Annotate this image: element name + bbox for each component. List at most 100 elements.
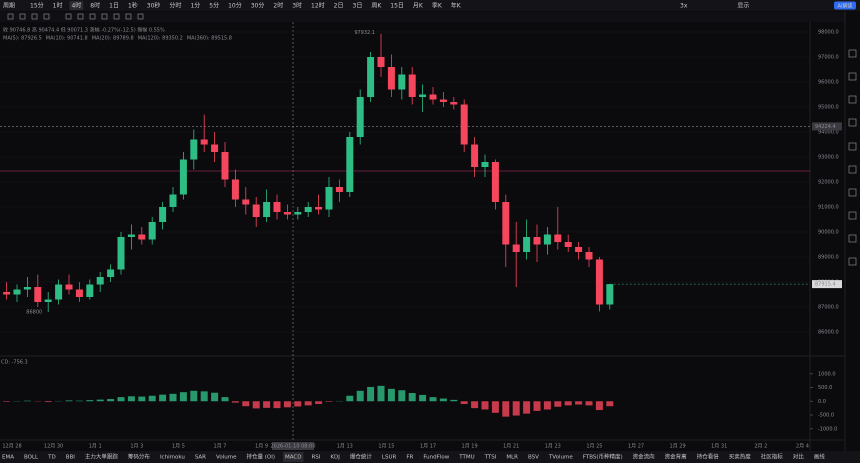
interval[interactable]: 1时 <box>53 2 63 10</box>
indicator-tab[interactable]: 对比 <box>793 453 805 461</box>
macd-bar <box>325 401 333 402</box>
menu[interactable]: 周期 <box>3 2 15 10</box>
indicator-tab[interactable]: EMA <box>2 455 14 461</box>
sidebar-icon[interactable] <box>848 165 857 174</box>
ma-label: MA(360): 89515.8 <box>187 36 232 42</box>
sidebar-icon[interactable] <box>848 118 857 127</box>
interval[interactable]: 5分 <box>209 2 219 10</box>
right-tool[interactable]: 3x <box>680 3 688 10</box>
indicator-tab[interactable]: RSI <box>311 455 320 461</box>
interval[interactable]: 3时 <box>292 2 302 10</box>
tool-icon[interactable] <box>125 13 132 20</box>
indicator-tab[interactable]: 资金流向 <box>633 453 655 461</box>
indicator-tab[interactable]: TVolume <box>548 455 573 461</box>
sidebar-icon[interactable] <box>848 95 857 104</box>
interval[interactable]: 季K <box>432 2 443 10</box>
tool-icon[interactable] <box>113 13 120 20</box>
sidebar-icon[interactable] <box>848 142 857 151</box>
macd-bar <box>398 390 406 402</box>
indicator-tab[interactable]: BBI <box>66 455 76 461</box>
interval[interactable]: 1秒 <box>128 2 138 10</box>
indicator-tab[interactable]: 筹码分布 <box>128 453 151 461</box>
ai-button-bg[interactable] <box>834 1 856 10</box>
x-tick-label: 1月 7 <box>214 444 227 450</box>
indicator-tab[interactable]: TTMU <box>458 455 474 461</box>
interval[interactable]: 15日 <box>390 3 404 10</box>
interval[interactable]: 4时 <box>71 2 81 10</box>
macd-tick-label: 0.0 <box>818 399 826 405</box>
indicator-tab[interactable]: KDJ <box>330 455 340 461</box>
sidebar-icon[interactable] <box>848 257 857 266</box>
interval[interactable]: 8时 <box>90 2 100 10</box>
interval[interactable]: 周K <box>371 3 382 10</box>
sidebar-icon[interactable] <box>848 234 857 243</box>
macd-bar <box>23 400 31 402</box>
indicator-tab[interactable]: MACD <box>285 455 302 461</box>
indicator-tab[interactable]: MLR <box>506 455 518 461</box>
interval[interactable]: 12时 <box>311 2 325 10</box>
macd-bar <box>523 401 531 414</box>
interval[interactable]: 30秒 <box>147 2 161 10</box>
indicator-tab[interactable]: 爆仓统计 <box>350 453 373 461</box>
tool-icon[interactable] <box>31 13 38 20</box>
interval[interactable]: 3日 <box>353 3 363 10</box>
tool-icon[interactable] <box>43 13 50 20</box>
indicator-tab[interactable]: LSUR <box>382 455 397 461</box>
interval[interactable]: 30分 <box>251 2 265 10</box>
indicator-tab[interactable]: TTSI <box>484 455 497 461</box>
indicator-tab[interactable]: 持仓量 (OI) <box>246 453 275 461</box>
indicator-tab[interactable]: 主力大单跟踪 <box>85 453 119 461</box>
macd-bar <box>491 401 499 413</box>
sidebar-icon[interactable] <box>848 49 857 58</box>
indicator-tab[interactable]: 持仓看倍 <box>697 453 720 461</box>
macd-bar <box>543 401 551 410</box>
macd-bar <box>86 400 94 402</box>
candle-body <box>179 159 187 195</box>
indicator-tab[interactable]: FR <box>406 455 413 461</box>
indicator-tab[interactable]: 画线 <box>814 453 826 461</box>
indicator-tab[interactable]: BOLL <box>24 455 39 461</box>
indicator-tab[interactable]: Ichimoku <box>160 455 185 461</box>
interval[interactable]: 1日 <box>109 3 119 10</box>
indicator-tab[interactable]: TD <box>47 455 56 461</box>
indicator-tab[interactable]: SAR <box>195 455 206 461</box>
candle-body <box>127 234 135 237</box>
interval[interactable]: 2时 <box>273 2 283 10</box>
tool-icon[interactable] <box>65 13 72 20</box>
macd-bar <box>252 401 260 409</box>
bottom-tabs-bg <box>0 451 860 463</box>
interval[interactable]: 2日 <box>334 3 344 10</box>
tool-icon[interactable] <box>89 13 96 20</box>
tool-icon[interactable] <box>7 13 14 20</box>
sidebar-icon[interactable] <box>848 188 857 197</box>
candle-body <box>273 202 281 212</box>
macd-bar <box>294 401 302 407</box>
interval[interactable]: 15分 <box>30 2 44 10</box>
interval[interactable]: 月K <box>413 3 424 10</box>
indicator-tab[interactable]: 买卖热度 <box>729 453 752 461</box>
candle-body <box>533 237 541 245</box>
tool-icon[interactable] <box>19 13 26 20</box>
ohlc-line: 收 90746.8 高 90474.4 低 90071.3 涨幅 -0.27%(… <box>3 27 165 34</box>
tool-icon[interactable] <box>77 13 84 20</box>
indicator-tab[interactable]: 社区指标 <box>761 453 784 461</box>
indicator-tab[interactable]: 资金背离 <box>665 453 688 461</box>
tool-icon[interactable] <box>137 13 144 20</box>
ma-label: MA(10): 90741.8 <box>46 36 88 42</box>
right-tool[interactable]: 显示 <box>737 3 749 10</box>
interval[interactable]: 分时 <box>169 2 181 10</box>
indicator-tab[interactable]: FTBS(币种精度) <box>583 453 623 461</box>
y-tick-label: 93000.0 <box>818 155 839 161</box>
sidebar-icon[interactable] <box>848 72 857 81</box>
tool-icon[interactable] <box>101 13 108 20</box>
interval[interactable]: 10分 <box>228 2 242 10</box>
ai-button[interactable]: AI解读 <box>838 3 853 10</box>
indicator-tab[interactable]: FundFlow <box>423 455 449 461</box>
candle-body <box>315 207 323 210</box>
sidebar-icon[interactable] <box>848 211 857 220</box>
macd-bar <box>419 394 427 402</box>
interval[interactable]: 年K <box>451 2 462 10</box>
indicator-tab[interactable]: BSV <box>528 455 539 461</box>
interval[interactable]: 1分 <box>190 2 200 10</box>
indicator-tab[interactable]: Volume <box>216 455 237 461</box>
